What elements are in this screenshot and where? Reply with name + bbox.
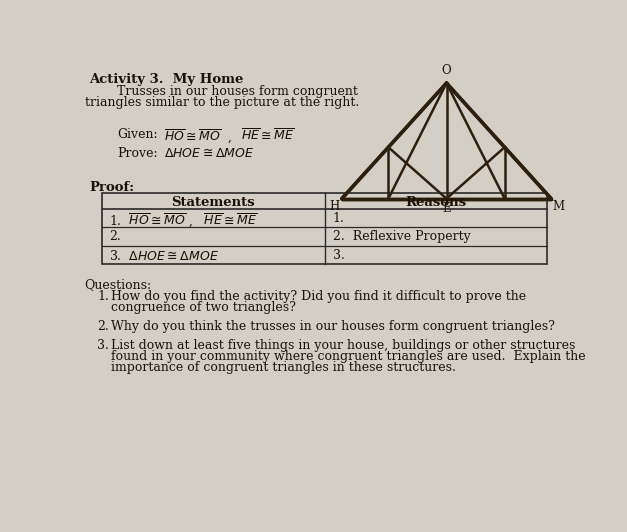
Text: Proof:: Proof: [89,181,134,194]
Text: 3.: 3. [332,248,344,262]
Text: Reasons: Reasons [406,196,466,209]
Text: 3.: 3. [97,339,109,352]
Text: $\overline{HE} \cong \overline{ME}$: $\overline{HE} \cong \overline{ME}$ [241,128,295,143]
Text: Statements: Statements [171,196,255,209]
Text: Trusses in our houses form congruent: Trusses in our houses form congruent [85,86,357,98]
Text: Activity 3.  My Home: Activity 3. My Home [89,73,244,86]
Text: Questions:: Questions: [85,278,152,291]
Text: $\overline{HO} \cong \overline{MO}$  ,: $\overline{HO} \cong \overline{MO}$ , [164,128,231,145]
Text: Why do you think the trusses in our houses form congruent triangles?: Why do you think the trusses in our hous… [111,320,555,333]
Text: 1.  $\overline{HO} \cong \overline{MO}$ ,   $\overline{HE} \cong \overline{ME}$: 1. $\overline{HO} \cong \overline{MO}$ ,… [109,212,258,229]
Text: Prove:: Prove: [117,147,158,160]
Text: List down at least five things in your house, buildings or other structures: List down at least five things in your h… [111,339,576,352]
Text: importance of congruent triangles in these structures.: importance of congruent triangles in the… [111,361,456,375]
Text: 2.  Reflexive Property: 2. Reflexive Property [332,230,470,243]
Text: 1.: 1. [97,290,109,303]
Bar [102,193,547,264]
Text: 2.: 2. [109,230,121,243]
Text: E: E [442,203,451,215]
Text: Given:: Given: [117,128,158,141]
Text: 3.  $\Delta HOE \cong \Delta MOE$: 3. $\Delta HOE \cong \Delta MOE$ [109,248,219,263]
Text: $\Delta HOE \cong \Delta MOE$: $\Delta HOE \cong \Delta MOE$ [164,147,254,160]
Text: O: O [441,64,451,77]
Text: M: M [553,200,565,213]
Text: found in your community where congruent triangles are used.  Explain the: found in your community where congruent … [111,350,586,363]
Text: How do you find the activity? Did you find it difficult to prove the: How do you find the activity? Did you fi… [111,290,526,303]
Text: 1.: 1. [332,212,344,225]
Text: congruence of two triangles?: congruence of two triangles? [111,302,296,314]
Text: triangles similar to the picture at the right.: triangles similar to the picture at the … [85,96,359,109]
Text: H: H [329,200,339,213]
Text: 2.: 2. [97,320,108,333]
